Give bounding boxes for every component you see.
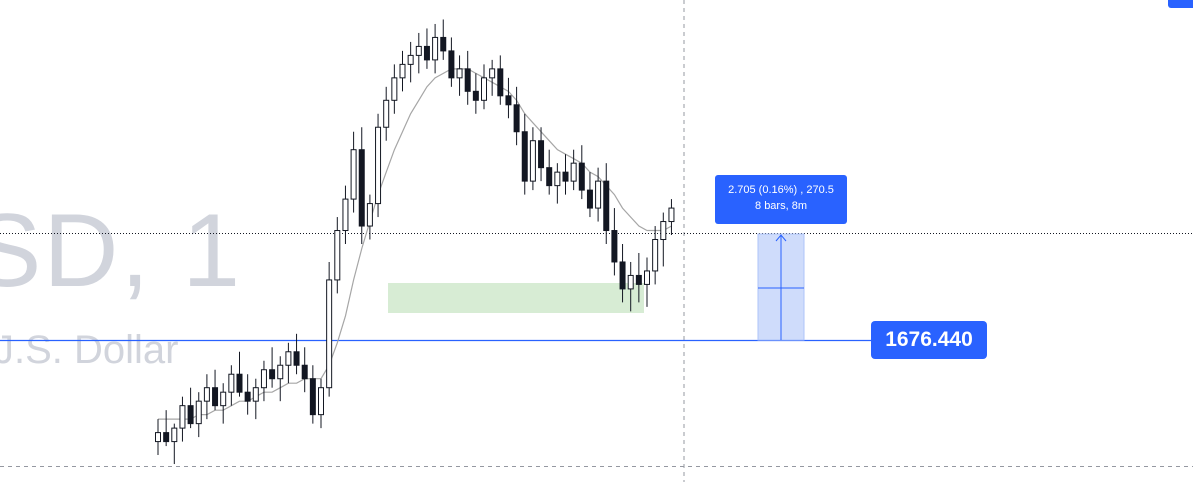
candle-body-down	[586, 189, 593, 209]
candle-body-down	[163, 432, 170, 443]
candle-body-up	[334, 230, 341, 281]
candle-body-up	[179, 405, 186, 429]
candle-body-up	[627, 274, 634, 290]
candle-body-up	[252, 387, 259, 402]
candle-body-up	[481, 77, 487, 101]
candle-body-up	[260, 369, 267, 389]
candle-body-down	[358, 149, 365, 227]
candle-body-down	[269, 369, 276, 380]
description-watermark: J.S. Dollar	[0, 328, 179, 372]
candle-body-up	[399, 63, 406, 79]
candle-body-down	[472, 90, 479, 101]
candle-body-up	[375, 126, 382, 205]
candle-body-down	[293, 351, 300, 366]
candle-body-down	[440, 36, 447, 52]
candle-body-down	[505, 95, 512, 106]
measure-info-label: 2.705 (0.16%) , 270.5 8 bars, 8m	[715, 175, 847, 224]
candle-body-up	[220, 391, 227, 407]
candle-body-up	[350, 149, 357, 200]
candle-body-up	[391, 77, 398, 101]
candle-body-up	[489, 68, 496, 79]
candle-body-up	[342, 198, 349, 232]
candle-body-down	[562, 171, 569, 182]
candle-body-up	[155, 432, 161, 443]
candle-body-down	[423, 45, 430, 61]
candle-body-down	[244, 391, 251, 402]
candle-body-down	[619, 261, 626, 290]
candle-body-down	[521, 131, 528, 182]
support-zone-rectangle	[388, 283, 644, 313]
candle-body-up	[529, 140, 536, 182]
candle-body-down	[538, 140, 545, 169]
moving-average-line	[158, 68, 672, 420]
candle-body-down	[513, 104, 520, 133]
measure-change-text: 2.705 (0.16%) , 270.5	[728, 184, 834, 196]
symbol-watermark: SD, 1	[0, 193, 243, 309]
candle-body-up	[383, 99, 390, 128]
candle-body-up	[171, 427, 178, 443]
candle-body-down	[212, 387, 219, 407]
candle-body-up	[326, 279, 333, 389]
candle-body-down	[578, 162, 585, 191]
candle-body-up	[660, 221, 667, 241]
candle-body-down	[635, 274, 642, 285]
candle-body-up	[652, 239, 659, 272]
candle-body-down	[611, 230, 618, 263]
candle-body-up	[432, 36, 439, 61]
candle-body-down	[603, 180, 610, 232]
current-price-tag[interactable]: 1676.440	[871, 321, 987, 359]
candle-body-down	[236, 373, 243, 393]
candle-body-up	[554, 171, 561, 187]
corner-button[interactable]	[1168, 0, 1193, 8]
candle-body-up	[195, 400, 202, 425]
candle-body-up	[228, 373, 235, 393]
candle-body-up	[277, 364, 284, 380]
candle-body-up	[366, 203, 373, 227]
candle-body-up	[318, 387, 324, 416]
candle-body-down	[187, 405, 194, 425]
candle-body-up	[407, 54, 414, 65]
candle-body-up	[203, 387, 210, 402]
candle-body-up	[415, 45, 422, 56]
candle-body-down	[497, 68, 504, 97]
candle-body-down	[464, 68, 471, 92]
candle-body-up	[644, 270, 650, 285]
candle-body-down	[448, 50, 455, 79]
candle-body-up	[595, 180, 602, 209]
candle-body-down	[546, 167, 553, 187]
candle-body-down	[309, 378, 316, 416]
measure-arrow-head	[775, 234, 787, 242]
candle-body-up	[668, 207, 675, 223]
measure-bars-text: 8 bars, 8m	[755, 200, 807, 212]
candle-body-down	[301, 364, 308, 380]
candle-body-up	[285, 351, 292, 366]
candle-body-up	[570, 162, 577, 182]
candle-body-up	[456, 68, 463, 79]
